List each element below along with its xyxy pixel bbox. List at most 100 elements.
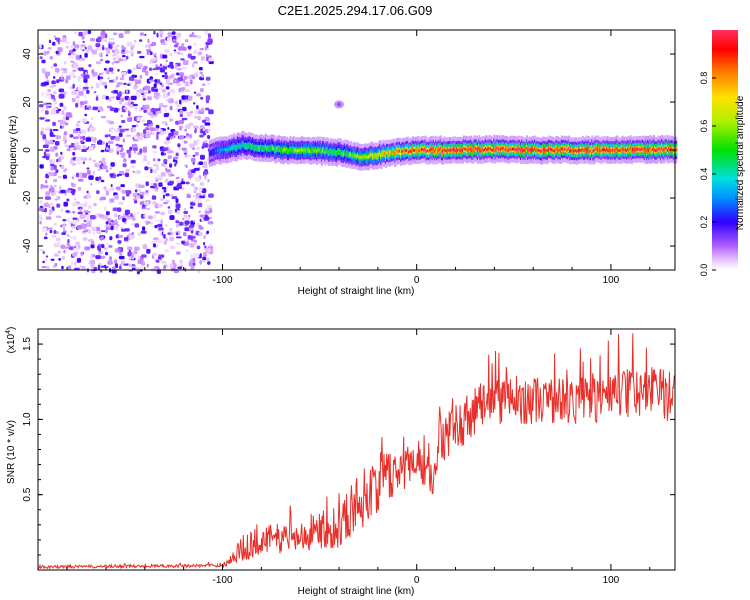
spectrogram-noise-cell [126,246,133,251]
spectrogram-noise-cell [42,155,48,159]
spectrogram-noise-cell [77,178,84,182]
spectrogram-noise-cell [119,100,122,105]
spectrogram-trace-cell [496,146,499,150]
spectrogram-trace-cell [366,155,369,159]
spectrogram-noise-cell [70,261,73,267]
spectrogram-trace-cell [641,147,644,151]
spectrogram-noise-cell [126,41,132,47]
spectrogram-noise-cell [125,50,129,53]
spectrogram-noise-cell [111,269,117,274]
spectrogram-noise-cell [120,148,125,151]
spectrogram-noise-cell [130,165,135,169]
spectrogram-noise-cell [184,224,189,227]
spectrogram-noise-cell [202,132,207,136]
spectrogram-noise-cell [46,106,49,109]
spectrogram-noise-cell [98,52,102,57]
spectrogram-noise-cell [72,151,76,156]
spectrogram-trace-cell [640,148,643,152]
spectrogram-noise-cell [105,95,109,100]
spectrogram-noise-cell [61,74,63,79]
spectrogram-noise-cell [48,172,54,176]
spectrogram-trace-cell [579,148,582,152]
spectrogram-noise-cell [199,182,204,186]
spectrogram-noise-cell [107,77,110,80]
spectrogram-noise-cell [159,198,165,201]
spectrogram-noise-cell [86,192,90,198]
spectrogram-noise-cell [125,55,129,60]
spectrogram-trace-cell [553,149,556,153]
spectrogram-noise-cell [178,72,184,77]
spectrogram-noise-cell [117,248,122,251]
spectrogram-noise-cell [64,246,70,249]
spectrogram-noise-cell [167,91,170,96]
spectrogram-noise-cell [80,47,83,51]
spectrogram-noise-cell [199,214,206,218]
spectrogram-noise-cell [87,127,90,132]
spectrogram-noise-cell [90,38,96,42]
spectrogram-noise-cell [47,227,53,230]
spectrogram-trace-cell [334,151,337,155]
spectrogram-noise-cell [119,265,122,270]
spectrogram-noise-cell [112,207,118,212]
spectrogram-noise-cell [159,30,164,35]
spectrogram-noise-cell [109,236,113,241]
spectrogram-noise-cell [43,202,49,208]
spectrogram-noise-cell [44,127,51,131]
spectrogram-noise-cell [53,242,60,248]
spectrogram-noise-cell [45,191,50,196]
snr-series-line [37,333,676,570]
spectrogram-noise-cell [58,135,61,139]
spectrogram-noise-cell [90,243,95,249]
spectrogram-noise-cell [48,39,52,44]
spectrogram-noise-cell [82,224,87,229]
spectrogram-noise-cell [149,127,155,132]
snr-x-axis: -100 0 100 [66,329,651,586]
spectrogram-noise-cell [41,187,44,190]
spectrogram-trace-cell [422,147,425,151]
spectrogram-noise-cell [95,213,100,217]
spectrogram-noise-cell [72,48,76,52]
spectrogram-noise-cell [92,171,96,175]
spectrogram-noise-cell [163,234,166,239]
spectrogram-noise-cell [183,75,188,80]
spectrogram-noise-cell [77,87,82,91]
spectrogram-blip [337,102,342,107]
spectrogram-noise-cell [203,235,206,239]
spectrogram-trace-cell [418,149,421,153]
spectrogram-trace-cell [338,150,341,153]
spectrogram-noise-cell [121,119,126,124]
spectrogram-noise-cell [145,104,150,110]
spectrogram-noise-cell [82,237,88,241]
spectrogram-trace-cell [309,149,312,153]
spectrogram-trace-cell [376,154,379,158]
spectrogram-noise-cell [162,54,168,59]
spectrogram-noise-cell [201,188,207,193]
spectrogram-noise-cell [109,41,115,46]
spectrogram-noise-cell [189,45,192,49]
spectrogram-noise-cell [189,206,194,209]
spectrogram-noise-cell [179,52,184,56]
colorbar-tick-label: 0.8 [699,72,709,85]
spectrogram-trace-cell [453,148,456,152]
spectrogram-noise-cell [90,253,93,259]
spectrogram-noise-cell [156,269,161,274]
spectrogram-noise-cell [145,129,151,135]
spectrogram-noise-cell [83,195,88,199]
spectrogram-noise-cell [181,43,185,48]
spectrogram-noise-cell [55,141,60,146]
spectrogram-noise-cell [205,107,210,111]
spectrogram-noise-cell [137,63,143,68]
spectrogram-noise-cell [87,205,92,210]
spectrogram-trace-cell [311,149,314,152]
spectrogram-noise-cell [91,69,95,74]
spectrogram-trace-cell [443,148,446,152]
spectrogram-noise-cell [183,60,189,65]
spectrogram-noise-cell [99,58,104,62]
spectrogram-noise-cell [147,120,153,124]
spectrogram-noise-cell [40,108,45,112]
spectrogram-noise-cell [185,181,190,185]
spectrogram-noise-cell [52,76,56,79]
spectrogram-noise-cell [49,229,53,234]
spectrogram-noise-cell [159,82,163,86]
spectrogram-trace-cell [462,147,466,151]
